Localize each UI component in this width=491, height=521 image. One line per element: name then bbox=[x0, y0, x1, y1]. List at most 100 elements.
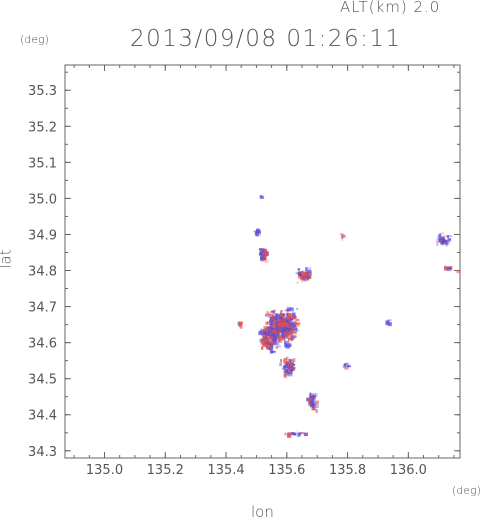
data-cell bbox=[286, 327, 288, 332]
data-cell bbox=[313, 392, 318, 397]
data-cell bbox=[284, 432, 287, 436]
data-cells bbox=[237, 194, 461, 438]
x-tick-label: 135.0 bbox=[86, 463, 123, 478]
data-cell bbox=[289, 324, 293, 330]
data-cell bbox=[278, 334, 283, 338]
data-cell bbox=[286, 336, 288, 339]
x-tick-label: 135.4 bbox=[207, 463, 244, 478]
data-cell bbox=[296, 318, 300, 322]
data-cell bbox=[269, 324, 273, 329]
data-cell bbox=[265, 330, 270, 335]
data-cell bbox=[275, 340, 280, 346]
data-cell bbox=[264, 333, 270, 336]
data-cell bbox=[274, 328, 276, 333]
data-cell bbox=[292, 331, 297, 333]
data-cell bbox=[436, 241, 439, 246]
data-cell bbox=[287, 337, 292, 340]
data-cell bbox=[275, 326, 280, 330]
data-cell bbox=[275, 346, 278, 349]
data-cell bbox=[272, 337, 277, 341]
data-cell bbox=[280, 329, 283, 333]
data-cell bbox=[439, 238, 443, 242]
data-cell bbox=[277, 335, 280, 339]
data-cell bbox=[274, 339, 277, 342]
y-tick-label: 34.4 bbox=[28, 409, 57, 424]
data-cell bbox=[302, 273, 305, 278]
data-cell bbox=[263, 336, 268, 340]
data-cell bbox=[284, 343, 289, 348]
y-tick-label: 35.3 bbox=[28, 84, 57, 99]
x-tick-label: 136.0 bbox=[390, 463, 427, 478]
data-cell bbox=[276, 336, 279, 340]
data-cell bbox=[284, 309, 288, 312]
data-cell bbox=[306, 273, 308, 277]
data-cell bbox=[273, 309, 276, 314]
data-cell bbox=[285, 363, 288, 368]
data-cell bbox=[266, 338, 269, 342]
data-cell bbox=[275, 316, 280, 318]
data-cell bbox=[267, 321, 269, 324]
data-cell bbox=[288, 359, 292, 362]
data-cell bbox=[277, 327, 280, 330]
data-cell bbox=[313, 395, 316, 400]
data-cell bbox=[300, 432, 304, 434]
data-cell bbox=[281, 325, 284, 328]
data-cell bbox=[443, 235, 446, 237]
data-cell bbox=[270, 330, 275, 333]
data-cell bbox=[275, 328, 278, 332]
data-cell bbox=[344, 366, 349, 370]
data-cell bbox=[310, 395, 314, 397]
data-cell bbox=[259, 249, 262, 253]
x-tick-label: 135.6 bbox=[268, 463, 305, 478]
data-cell bbox=[264, 340, 268, 343]
data-cell bbox=[307, 267, 312, 272]
data-cell bbox=[280, 327, 283, 331]
y-tick-label: 34.3 bbox=[28, 445, 57, 460]
data-cell bbox=[290, 370, 292, 375]
data-cell bbox=[290, 332, 293, 336]
data-cell bbox=[276, 345, 281, 348]
data-cell bbox=[305, 275, 308, 277]
data-cell bbox=[279, 330, 284, 334]
data-cell bbox=[286, 315, 291, 318]
data-cell bbox=[286, 313, 289, 317]
data-cell bbox=[273, 341, 277, 345]
data-cell bbox=[296, 329, 299, 332]
data-cell bbox=[270, 335, 275, 337]
data-cell bbox=[267, 329, 270, 333]
data-cell bbox=[276, 320, 281, 323]
data-cell bbox=[277, 324, 281, 327]
data-cell bbox=[307, 270, 312, 274]
data-cell bbox=[279, 310, 283, 314]
data-cell bbox=[312, 399, 316, 403]
data-cell bbox=[276, 334, 279, 337]
data-cell bbox=[274, 326, 278, 330]
data-cell bbox=[298, 432, 302, 436]
data-cell bbox=[291, 335, 295, 340]
data-cell bbox=[312, 394, 316, 397]
data-cell bbox=[300, 279, 304, 283]
data-cell bbox=[261, 251, 266, 256]
data-cell bbox=[283, 359, 286, 364]
x-unit-label: (deg) bbox=[452, 484, 481, 497]
data-cell bbox=[441, 236, 445, 241]
data-cell bbox=[270, 335, 273, 340]
data-cell bbox=[262, 334, 267, 338]
data-cell bbox=[296, 307, 298, 310]
data-cell bbox=[311, 406, 316, 411]
data-cell bbox=[277, 319, 281, 322]
data-cell bbox=[292, 367, 295, 371]
data-cell bbox=[287, 432, 292, 437]
y-tick-label: 34.7 bbox=[28, 301, 57, 316]
data-cell bbox=[298, 273, 302, 276]
data-cell bbox=[291, 322, 297, 327]
data-cell bbox=[343, 363, 346, 368]
data-cell bbox=[446, 240, 450, 245]
data-cell bbox=[275, 322, 279, 327]
data-cell bbox=[280, 337, 285, 341]
data-cell bbox=[283, 369, 288, 373]
data-cell bbox=[269, 339, 273, 342]
data-cell bbox=[307, 397, 312, 403]
data-cell bbox=[282, 319, 286, 321]
data-cell bbox=[253, 230, 258, 233]
